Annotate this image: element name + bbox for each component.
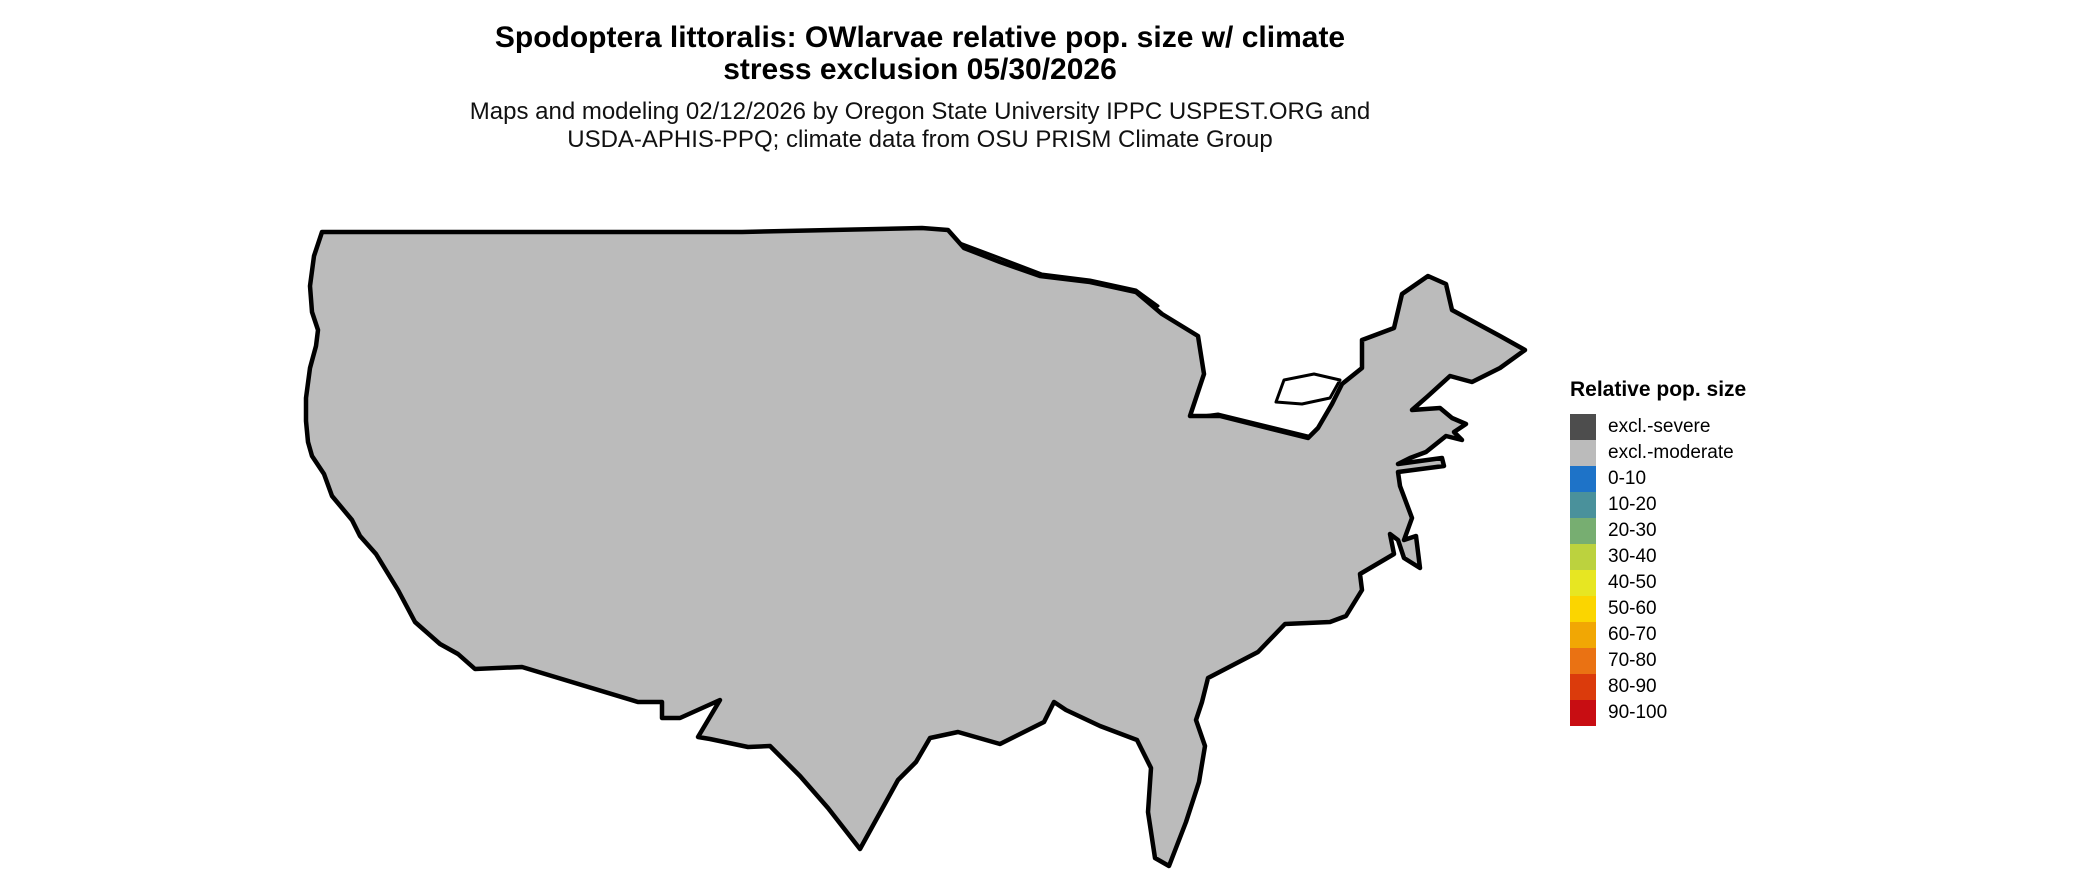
legend-swatch-excl-severe bbox=[1570, 414, 1596, 440]
legend-row: excl.-moderate bbox=[1570, 440, 1830, 466]
legend-label: 70-80 bbox=[1608, 650, 1657, 671]
legend-swatch-80-90 bbox=[1570, 674, 1596, 700]
legend-row: 40-50 bbox=[1570, 570, 1830, 596]
legend-row: 50-60 bbox=[1570, 596, 1830, 622]
map-subtitle: Maps and modeling 02/12/2026 by Oregon S… bbox=[0, 98, 1840, 154]
legend-label: 20-30 bbox=[1608, 520, 1657, 541]
legend-swatch-10-20 bbox=[1570, 492, 1596, 518]
legend-swatch-20-30 bbox=[1570, 518, 1596, 544]
legend-label: 10-20 bbox=[1608, 494, 1657, 515]
legend-label: excl.-severe bbox=[1608, 416, 1711, 437]
legend-row: 90-100 bbox=[1570, 700, 1830, 726]
legend-row: 70-80 bbox=[1570, 648, 1830, 674]
us-map bbox=[300, 218, 1540, 890]
legend: Relative pop. size excl.-severe excl.-mo… bbox=[1570, 378, 1830, 726]
legend-swatch-0-10 bbox=[1570, 466, 1596, 492]
legend-swatch-90-100 bbox=[1570, 700, 1596, 726]
us-coastline bbox=[306, 228, 1525, 866]
legend-row: 20-30 bbox=[1570, 518, 1830, 544]
map-header: Spodoptera littoralis: OWlarvae relative… bbox=[0, 22, 1840, 154]
legend-label: 30-40 bbox=[1608, 546, 1657, 567]
legend-swatch-50-60 bbox=[1570, 596, 1596, 622]
legend-swatch-40-50 bbox=[1570, 570, 1596, 596]
legend-row: 80-90 bbox=[1570, 674, 1830, 700]
legend-label: 60-70 bbox=[1608, 624, 1657, 645]
legend-swatch-60-70 bbox=[1570, 622, 1596, 648]
map-subtitle-line1: Maps and modeling 02/12/2026 by Oregon S… bbox=[469, 98, 1371, 125]
legend-label: 40-50 bbox=[1608, 572, 1657, 593]
legend-row: 60-70 bbox=[1570, 622, 1830, 648]
legend-title: Relative pop. size bbox=[1570, 378, 1747, 401]
lake-ontario bbox=[1274, 372, 1342, 406]
legend-label: excl.-moderate bbox=[1608, 442, 1734, 463]
legend-label: 50-60 bbox=[1608, 598, 1657, 619]
legend-label: 0-10 bbox=[1608, 468, 1647, 489]
legend-row: 10-20 bbox=[1570, 492, 1830, 518]
legend-row: 0-10 bbox=[1570, 466, 1830, 492]
legend-row: 30-40 bbox=[1570, 544, 1830, 570]
legend-swatch-70-80 bbox=[1570, 648, 1596, 674]
legend-label: 80-90 bbox=[1608, 676, 1657, 697]
legend-swatch-excl-moderate bbox=[1570, 440, 1596, 466]
map-title-line2: stress exclusion 05/30/2026 bbox=[723, 53, 1117, 86]
legend-swatch-30-40 bbox=[1570, 544, 1596, 570]
legend-label: 90-100 bbox=[1608, 702, 1668, 723]
legend-row: excl.-severe bbox=[1570, 414, 1830, 440]
map-title-line1: Spodoptera littoralis: OWlarvae relative… bbox=[494, 21, 1346, 54]
map-subtitle-line2: USDA-APHIS-PPQ; climate data from OSU PR… bbox=[567, 126, 1273, 153]
